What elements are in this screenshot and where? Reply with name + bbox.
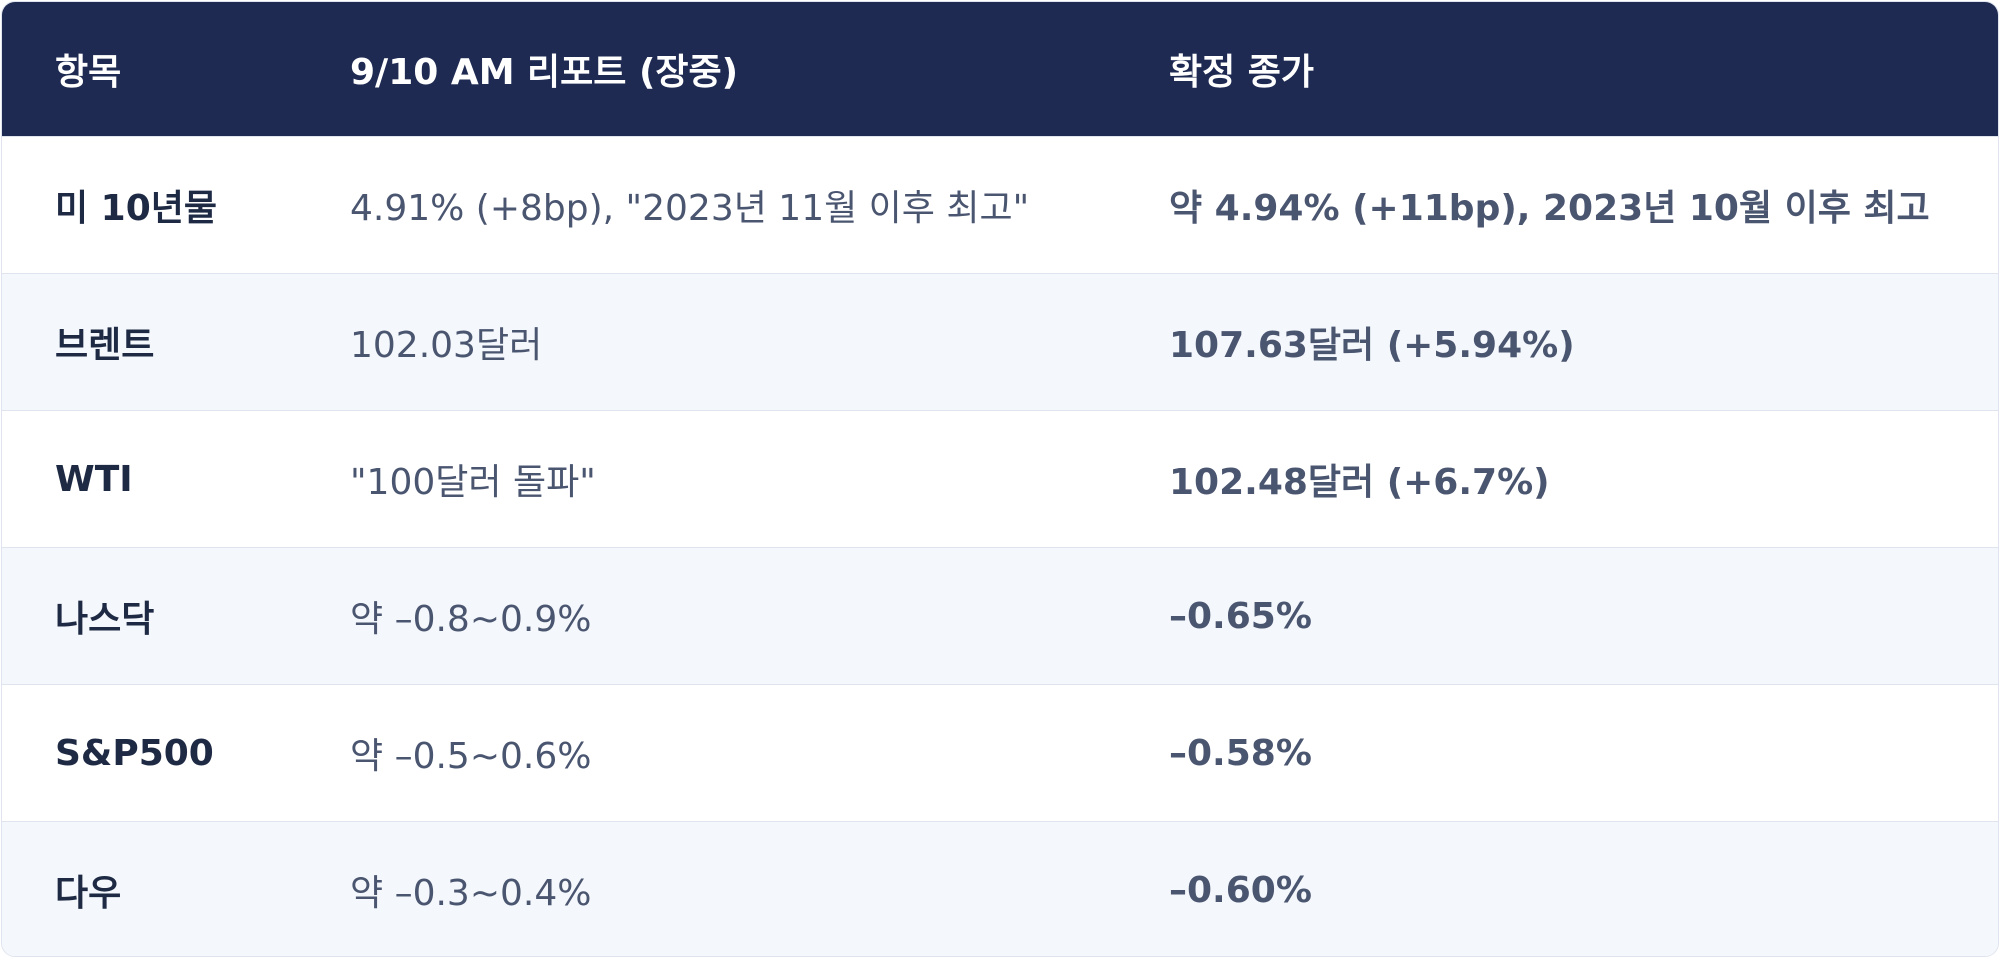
table-cell: –0.60% — [1116, 821, 1998, 956]
table-cell: 102.03달러 — [297, 273, 1116, 411]
header-cell: 9/10 AM 리포트 (장중) — [297, 2, 1116, 137]
table-cell: –0.58% — [1116, 684, 1998, 822]
table-cell: 다우 — [2, 821, 297, 956]
table-body: 미 10년물 4.91% (+8bp), "2023년 11월 이후 최고" 약 4… — [2, 136, 1998, 956]
table-cell: S&P500 — [2, 684, 297, 822]
table-cell: 나스닥 — [2, 547, 297, 685]
table-cell: –0.65% — [1116, 547, 1998, 685]
table-cell: 약 –0.3~0.4% — [297, 821, 1116, 956]
table-cell: 102.48달러 (+6.7%) — [1116, 410, 1998, 548]
header-cell: 확정 종가 — [1116, 2, 1998, 137]
header-row: 항목 9/10 AM 리포트 (장중) 확정 종가 — [2, 2, 1998, 137]
table-row: 브렌트 102.03달러 107.63달러 (+5.94%) — [2, 273, 1998, 411]
table-row: 미 10년물 4.91% (+8bp), "2023년 11월 이후 최고" 약 4… — [2, 136, 1998, 274]
header-cell: 항목 — [2, 2, 297, 137]
table-row: S&P500 약 –0.5~0.6% –0.58% — [2, 684, 1998, 822]
table-cell: 107.63달러 (+5.94%) — [1116, 273, 1998, 411]
table-cell: 약 4.94% (+11bp), 2023년 10월 이후 최고 — [1116, 136, 1998, 274]
table-cell: WTI — [2, 410, 297, 548]
table-row: 나스닥 약 –0.8~0.9% –0.65% — [2, 547, 1998, 685]
table-row: WTI "100달러 돌파" 102.48달러 (+6.7%) — [2, 410, 1998, 548]
table-cell: 브렌트 — [2, 273, 297, 411]
table-row: 다우 약 –0.3~0.4% –0.60% — [2, 821, 1998, 956]
table-cell: 미 10년물 — [2, 136, 297, 274]
table-cell: 약 –0.8~0.9% — [297, 547, 1116, 685]
table-cell: 4.91% (+8bp), "2023년 11월 이후 최고" — [297, 136, 1116, 274]
table-cell: "100달러 돌파" — [297, 410, 1116, 548]
table-cell: 약 –0.5~0.6% — [297, 684, 1116, 822]
